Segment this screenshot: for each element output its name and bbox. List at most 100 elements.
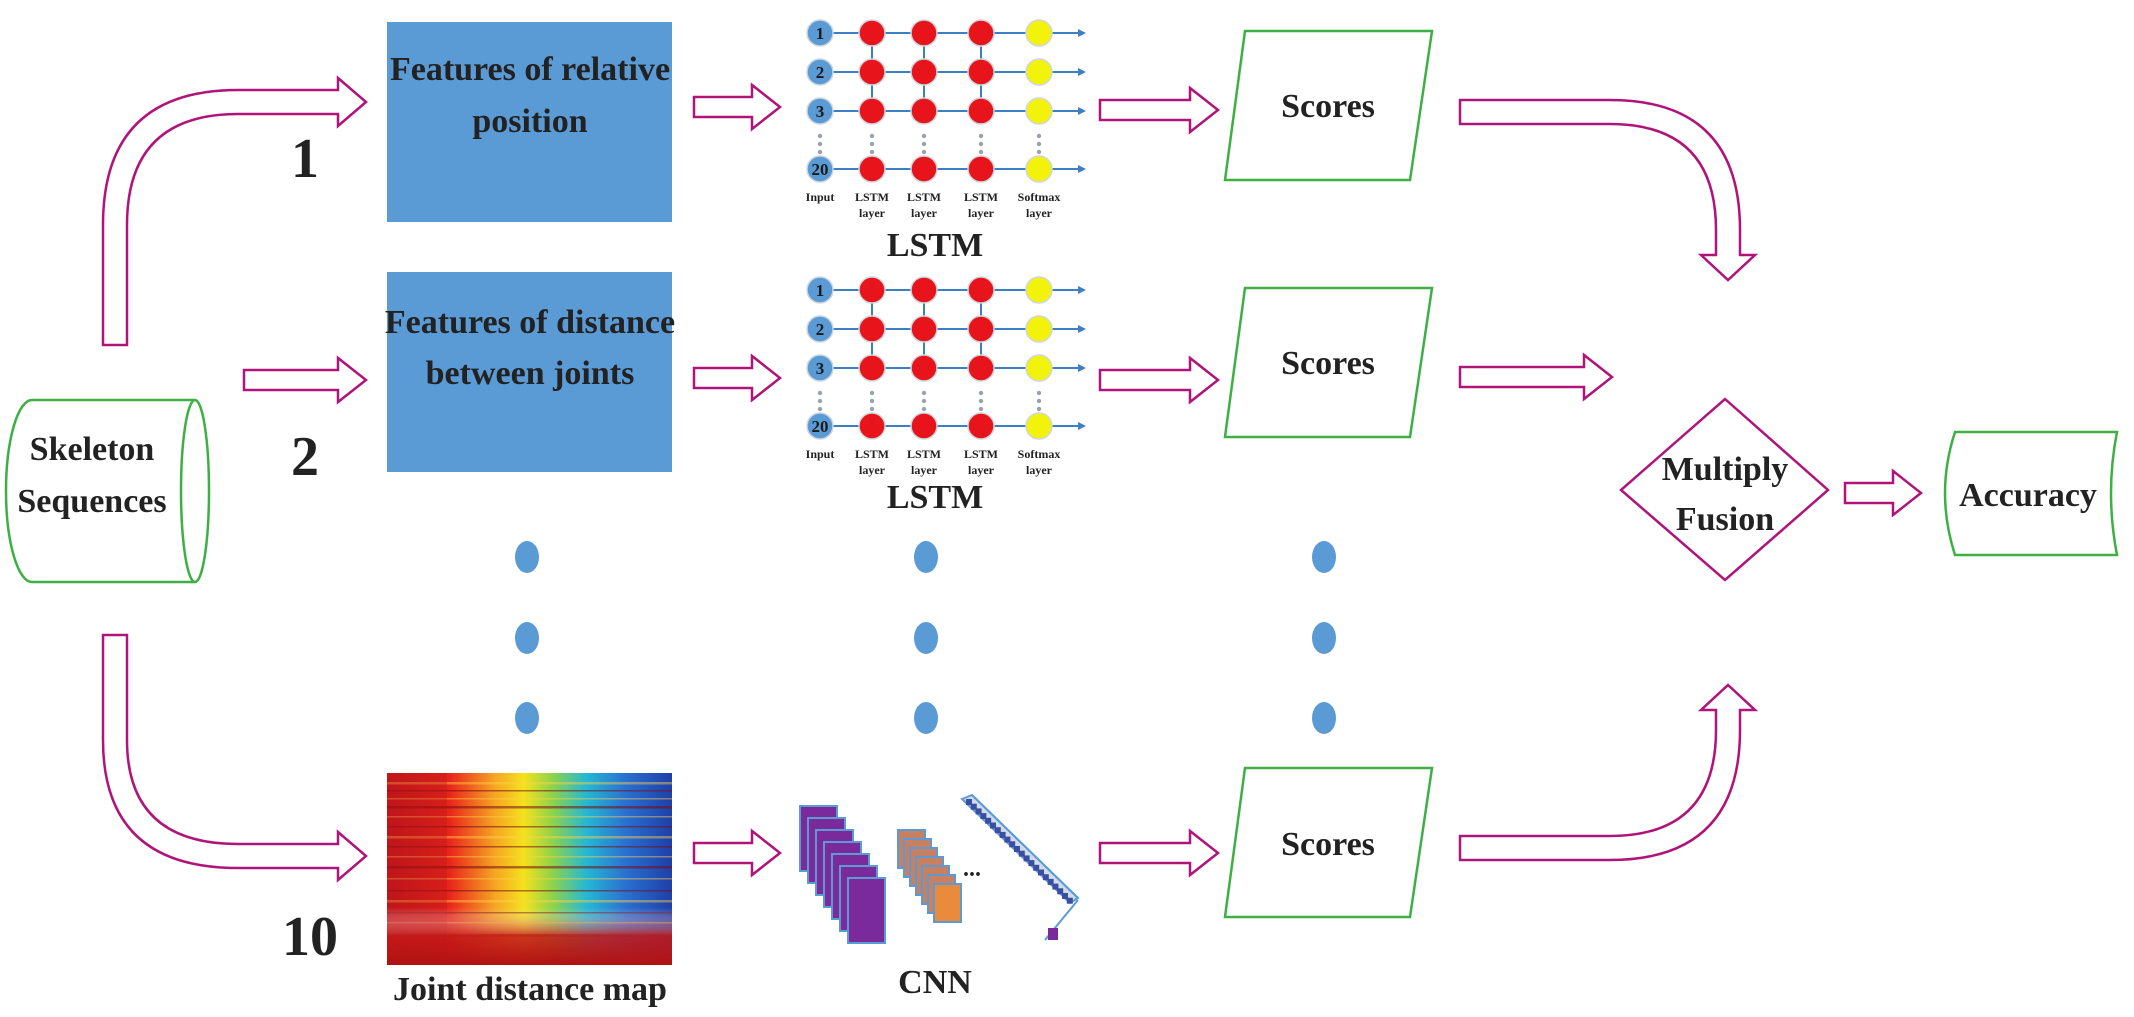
- scores-label-2: Scores: [1281, 345, 1375, 382]
- feature-box-relative-position: Features of relative position: [387, 22, 672, 222]
- arrow-scores2-to-fusion: [1458, 352, 1615, 402]
- lstm-column-label-line2: layer: [859, 463, 886, 477]
- lstm-caption-2: LSTM: [887, 479, 983, 516]
- cnn-fc-unit: [1038, 869, 1044, 876]
- lstm-input-node-label: 1: [816, 24, 825, 43]
- lstm-softmax-node: [1025, 354, 1053, 382]
- lstm-ellipsis-dot: [817, 141, 823, 147]
- cnn-feature-maps-large: [799, 805, 886, 944]
- arrow-to-branch-2: [242, 355, 369, 405]
- cnn-fc-unit: [1062, 893, 1068, 899]
- cnn-fc-unit: [1033, 864, 1040, 871]
- cnn-fc-unit: [1014, 846, 1020, 852]
- cnn-fc-unit: [985, 817, 992, 824]
- branch-number-2: 2: [291, 426, 319, 488]
- lstm-hidden-node: [910, 155, 938, 183]
- cnn-fc-unit: [990, 822, 996, 829]
- lstm-input-node-label: 2: [816, 320, 825, 339]
- arrow-lstm1-to-scores: [1098, 85, 1221, 135]
- feature-box-joint-distance: Features of distance between joints: [385, 272, 675, 472]
- lstm-hidden-node: [858, 19, 886, 47]
- lstm-column-label: LSTM: [964, 447, 998, 461]
- arrow-feature2-to-lstm: [692, 353, 783, 403]
- accuracy-node: Accuracy: [1943, 430, 2119, 557]
- lstm-column-label-line2: layer: [859, 206, 886, 220]
- lstm-ellipsis-dot: [1036, 390, 1042, 396]
- joint-distance-map: Joint distance map: [387, 773, 672, 1008]
- lstm-ellipsis-dot: [1036, 141, 1042, 147]
- arrow-lstm2-to-scores: [1098, 355, 1221, 405]
- lstm-input-node-label: 20: [812, 417, 829, 436]
- lstm-column-label-line2: layer: [968, 206, 995, 220]
- branch-number-10: 10: [282, 906, 338, 968]
- lstm-hidden-node: [967, 58, 995, 86]
- lstm-ellipsis-dot: [1036, 406, 1042, 412]
- fusion-label-line2: Fusion: [1676, 501, 1774, 538]
- cnn-fc-unit: [975, 808, 982, 815]
- lstm-input-node-label: 3: [816, 359, 825, 378]
- lstm-ellipsis-dot: [817, 390, 823, 396]
- lstm-hidden-node: [967, 276, 995, 304]
- lstm-edge-arrowhead: [1078, 364, 1086, 372]
- arrow-scores1-to-fusion: [1458, 98, 1759, 282]
- lstm-input-node: [806, 315, 834, 343]
- lstm-ellipsis-dot: [869, 149, 875, 155]
- lstm-hidden-node: [910, 97, 938, 125]
- lstm-hidden-node: [967, 97, 995, 125]
- lstm-hidden-node: [858, 155, 886, 183]
- lstm-hidden-node: [910, 19, 938, 47]
- arrow-jdm-to-cnn: [692, 828, 783, 878]
- cnn-output-unit: [1048, 928, 1058, 940]
- arrow-feature1-to-lstm: [692, 82, 783, 132]
- lstm-ellipsis-dot: [817, 149, 823, 155]
- lstm-ellipsis-dot: [921, 133, 927, 139]
- lstm-ellipsis-dot: [869, 390, 875, 396]
- scores-label-1: Scores: [1281, 88, 1375, 125]
- skeleton-label-line2: Sequences: [17, 483, 166, 520]
- lstm-hidden-node: [858, 315, 886, 343]
- curved-arrow-to-branch-1: [101, 75, 368, 347]
- scores-node-3: Scores: [1223, 766, 1434, 919]
- cnn-fc-unit: [980, 813, 987, 820]
- lstm-ellipsis-dot: [869, 398, 875, 404]
- lstm-column-label: LSTM: [907, 190, 941, 204]
- lstm-input-node-label: 20: [812, 160, 829, 179]
- cnn-fc-unit: [1009, 841, 1016, 848]
- lstm-ellipsis-dot: [978, 133, 984, 139]
- lstm-column-label: LSTM: [907, 447, 941, 461]
- feature-box-2-line2: between joints: [426, 355, 635, 392]
- lstm-hidden-node: [910, 315, 938, 343]
- lstm-edge-arrowhead: [1078, 325, 1086, 333]
- lstm-ellipsis-dot: [1036, 149, 1042, 155]
- lstm-softmax-node: [1025, 155, 1053, 183]
- lstm-ellipsis-dot: [921, 141, 927, 147]
- lstm-input-node: [806, 412, 834, 440]
- lstm-input-node: [806, 276, 834, 304]
- lstm-ellipsis-dot: [869, 141, 875, 147]
- lstm-hidden-node: [910, 354, 938, 382]
- lstm-hidden-node: [910, 58, 938, 86]
- lstm-hidden-node: [858, 354, 886, 382]
- lstm-hidden-node: [858, 412, 886, 440]
- cnn-feature-map-small: [933, 883, 962, 923]
- lstm-ellipsis-dot: [978, 390, 984, 396]
- cnn-fc-unit: [1023, 855, 1030, 862]
- lstm-hidden-node: [967, 412, 995, 440]
- joint-distance-map-label: Joint distance map: [393, 971, 667, 1008]
- lstm-network-1: 1 2 3 20 Input LSTM layer LSTM layer LSTM layer Sof…: [806, 19, 1086, 220]
- lstm-hidden-node: [858, 58, 886, 86]
- feature-box-1-line1: Features of relative: [390, 51, 670, 88]
- lstm-softmax-node: [1025, 315, 1053, 343]
- lstm-input-node: [806, 97, 834, 125]
- cnn-fc-unit: [999, 831, 1006, 838]
- lstm-edge-arrowhead: [1078, 29, 1086, 37]
- scores-node-1: Scores: [1223, 29, 1434, 182]
- ellipsis-dots-scores: [1312, 541, 1336, 734]
- cnn-fc-unit: [1042, 874, 1049, 881]
- ellipsis-dots-networks: [914, 541, 938, 734]
- lstm-column-label: LSTM: [855, 190, 889, 204]
- lstm-hidden-node: [858, 276, 886, 304]
- cnn-caption: CNN: [898, 964, 972, 1001]
- fusion-label-line1: Multiply: [1662, 451, 1789, 488]
